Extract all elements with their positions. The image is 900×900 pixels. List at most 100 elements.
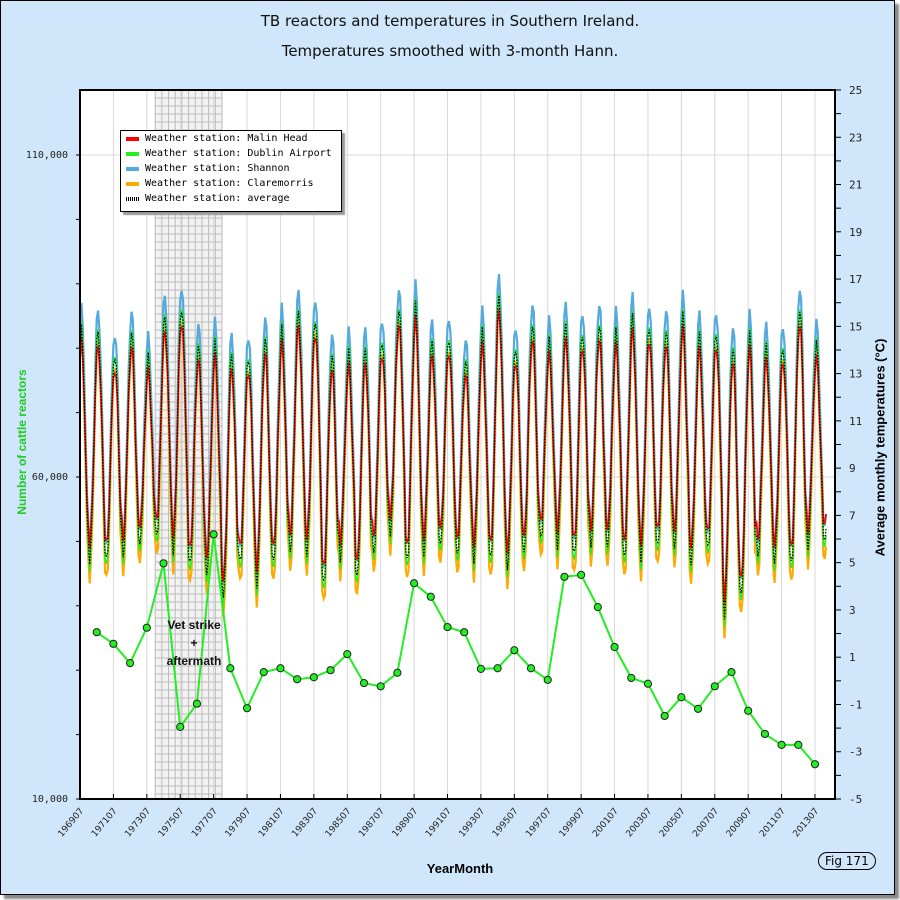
y-right-tick-label: 17 bbox=[849, 273, 862, 286]
legend: Weather station: Malin Head Weather stat… bbox=[120, 130, 342, 212]
legend-label: Weather station: Dublin Airport bbox=[145, 148, 332, 159]
legend-label: Weather station: Claremorris bbox=[145, 178, 314, 189]
y-left-tick-label: 10,000 bbox=[32, 794, 68, 805]
y-right-tick-label: 5 bbox=[849, 557, 856, 570]
legend-label: Weather station: Shannon bbox=[145, 163, 290, 174]
y-right-tick-label: -3 bbox=[849, 746, 862, 759]
reactors-point bbox=[309, 673, 318, 682]
x-tick-label: 197107 bbox=[90, 807, 120, 840]
x-tick-label: 200907 bbox=[725, 807, 755, 840]
reactors-point bbox=[777, 740, 786, 750]
reactors-point bbox=[627, 673, 636, 683]
reactors-point bbox=[126, 659, 135, 668]
reactors-point bbox=[259, 668, 268, 677]
reactors-point bbox=[526, 664, 536, 673]
figure-label: Fig 171 bbox=[818, 852, 876, 870]
reactors-point bbox=[643, 679, 653, 688]
reactors-point bbox=[760, 729, 769, 739]
x-tick-label: 199907 bbox=[558, 807, 588, 840]
reactors-point bbox=[409, 579, 419, 588]
reactors-point bbox=[159, 559, 168, 568]
reactors-point bbox=[343, 650, 352, 659]
y-right-tick-label: 1 bbox=[849, 651, 856, 664]
annotation-line-3: aftermath bbox=[166, 654, 222, 668]
reactors-point bbox=[176, 722, 185, 731]
legend-label: Weather station: Malin Head bbox=[145, 133, 308, 144]
legend-item-shannon: Weather station: Shannon bbox=[121, 161, 341, 176]
reactors-point bbox=[460, 628, 469, 637]
y-right-tick-label: 3 bbox=[849, 604, 856, 617]
reactors-point bbox=[710, 682, 719, 691]
legend-item-claremorris: Weather station: Claremorris bbox=[121, 176, 341, 191]
reactors-point bbox=[376, 682, 385, 691]
y-right-tick-label: 19 bbox=[849, 226, 862, 239]
x-tick-label: 200307 bbox=[625, 807, 655, 840]
y-right-tick-label: 15 bbox=[849, 320, 862, 333]
x-tick-label: 197707 bbox=[190, 807, 220, 840]
reactors-point bbox=[693, 704, 703, 713]
x-tick-label: 198707 bbox=[357, 807, 387, 840]
legend-item-malin-head: Weather station: Malin Head bbox=[121, 131, 341, 146]
annotation-line-2: + bbox=[190, 636, 198, 650]
annotation-vet-strike: Vet strike + aftermath bbox=[154, 618, 234, 668]
reactors-point bbox=[92, 628, 101, 637]
reactors-point bbox=[326, 666, 335, 675]
x-tick-label: 197907 bbox=[224, 807, 254, 840]
reactors-point bbox=[727, 668, 736, 677]
chart-title: TB reactors and temperatures in Southern… bbox=[260, 12, 640, 30]
reactors-point bbox=[426, 592, 435, 601]
y-right-tick-label: 11 bbox=[849, 415, 862, 428]
x-tick-label: 199707 bbox=[524, 807, 554, 840]
x-tick-label: 197507 bbox=[157, 807, 187, 840]
y-right-tick-label: 21 bbox=[849, 179, 862, 192]
reactors-point bbox=[794, 740, 803, 750]
x-tick-label: 201107 bbox=[758, 807, 788, 840]
reactors-point bbox=[744, 706, 753, 715]
x-tick-label: 198507 bbox=[324, 807, 354, 840]
temperature-line-average bbox=[79, 295, 827, 620]
reactors-point bbox=[593, 602, 602, 612]
x-tick-label: 200507 bbox=[658, 807, 688, 840]
annotation-line-1: Vet strike bbox=[167, 618, 221, 632]
x-tick-label: 201307 bbox=[792, 807, 822, 840]
reactors-point bbox=[543, 675, 552, 684]
reactors-point bbox=[293, 675, 302, 684]
legend-swatch bbox=[126, 181, 139, 186]
reactors-point bbox=[443, 622, 452, 632]
legend-swatch bbox=[126, 166, 139, 171]
y-right-tick-label: -5 bbox=[849, 793, 862, 806]
x-tick-label: 198907 bbox=[391, 807, 421, 840]
legend-label: Weather station: average bbox=[145, 193, 290, 204]
reactors-point bbox=[393, 668, 402, 677]
x-axis-label: YearMonth bbox=[426, 861, 494, 876]
reactors-point bbox=[610, 642, 619, 652]
reactors-point bbox=[810, 760, 820, 769]
y-right-tick-label: -1 bbox=[849, 698, 862, 711]
reactors-point bbox=[493, 664, 502, 673]
reactors-point bbox=[276, 664, 285, 673]
y-left-tick-label: 60,000 bbox=[32, 472, 68, 483]
chart-subtitle: Temperatures smoothed with 3-month Hann. bbox=[281, 42, 619, 60]
legend-swatch bbox=[126, 136, 139, 141]
reactors-point bbox=[677, 693, 686, 702]
y-right-tick-label: 13 bbox=[849, 368, 862, 381]
reactors-point bbox=[242, 704, 252, 713]
reactors-point bbox=[226, 664, 235, 673]
y-left-tick-label: 110,000 bbox=[26, 150, 68, 161]
reactors-point bbox=[142, 623, 151, 632]
x-tick-label: 196907 bbox=[57, 807, 87, 840]
y-right-tick-label: 23 bbox=[849, 131, 862, 144]
legend-swatch bbox=[126, 151, 139, 156]
reactors-point bbox=[560, 572, 569, 581]
x-tick-label: 198307 bbox=[290, 807, 320, 840]
y-right-tick-label: 9 bbox=[849, 462, 856, 475]
reactors-point bbox=[510, 646, 519, 655]
reactors-point bbox=[476, 664, 486, 674]
x-tick-label: 199107 bbox=[424, 807, 454, 840]
reactors-point bbox=[660, 711, 669, 721]
reactors-point bbox=[577, 570, 586, 579]
y-right-tick-label: 25 bbox=[849, 84, 862, 97]
x-tick-label: 200707 bbox=[691, 807, 721, 840]
x-tick-label: 199507 bbox=[491, 807, 521, 840]
legend-item-average: Weather station: average bbox=[121, 191, 341, 206]
